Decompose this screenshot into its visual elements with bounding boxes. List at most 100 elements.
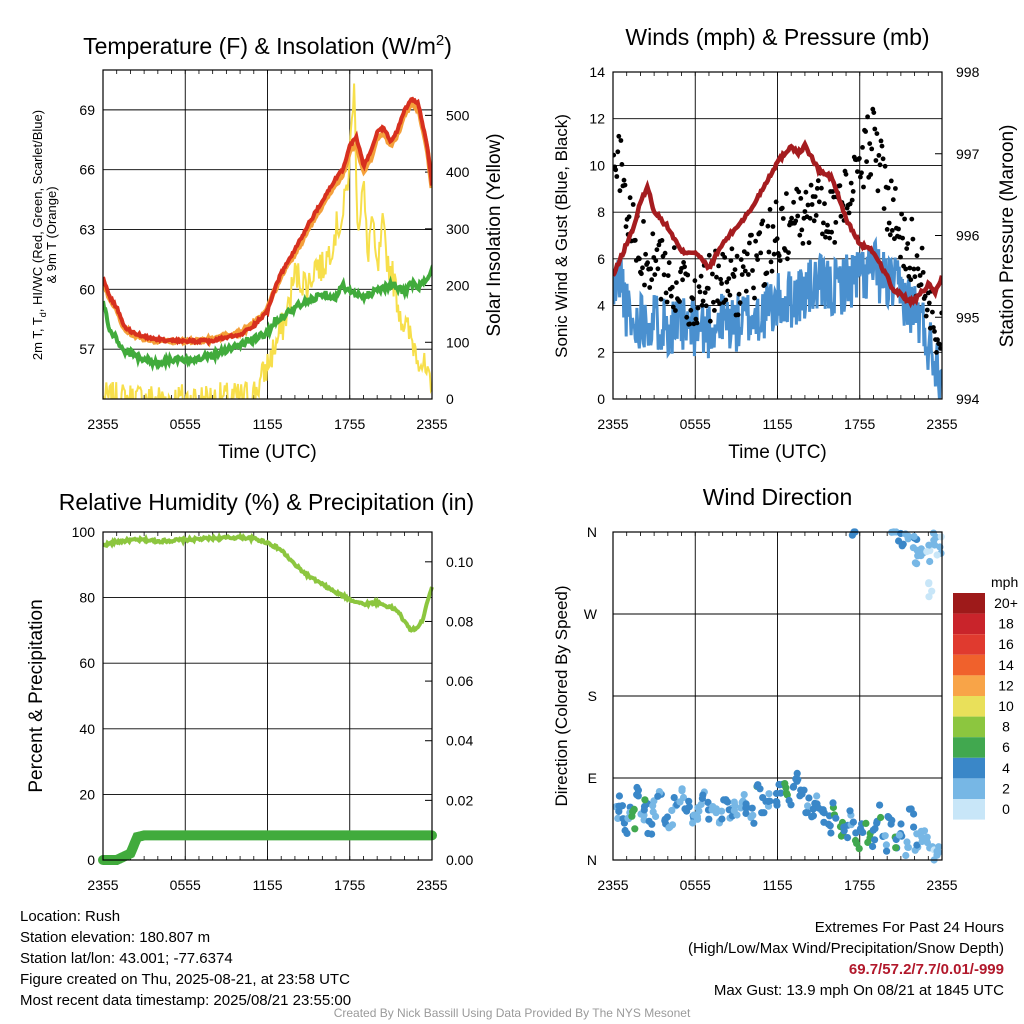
colorbar-box — [953, 799, 985, 820]
wind-line — [613, 236, 942, 399]
gust-point — [755, 257, 760, 262]
gust-point — [893, 186, 898, 191]
y-tick-label: 69 — [79, 102, 95, 118]
gust-point — [622, 182, 628, 188]
gust-point — [855, 169, 860, 175]
gust-point — [680, 277, 685, 283]
gust-point — [873, 158, 879, 163]
y-tick-label: 8 — [597, 204, 605, 220]
direction-point — [783, 791, 791, 799]
direction-point — [869, 826, 877, 834]
gust-point — [652, 272, 658, 277]
gust-point — [786, 250, 791, 256]
y-tick-label: 6 — [597, 251, 605, 267]
gust-point — [821, 220, 826, 226]
gust-point — [882, 163, 888, 169]
direction-point — [914, 552, 922, 560]
gust-point — [802, 209, 808, 214]
gust-point — [930, 309, 935, 315]
plot-frame — [102, 69, 433, 400]
direction-point — [641, 796, 649, 804]
right-tick-label: 0.04 — [446, 733, 473, 749]
gust-point — [860, 145, 865, 150]
colorbar: mph 20+ 18 16 14 12 10 8 6 4 2 0 — [953, 574, 1018, 820]
gust-point — [706, 252, 712, 258]
y-tick-label: W — [584, 606, 598, 622]
x-tick-label: 2355 — [926, 416, 957, 432]
gust-point — [616, 133, 622, 139]
series-group — [612, 528, 945, 864]
gust-point — [908, 277, 914, 283]
recent-text: Most recent data timestamp: 2025/08/21 2… — [20, 992, 352, 1009]
right-tick-label: 400 — [446, 164, 470, 180]
gust-point — [757, 230, 763, 236]
gust-point — [690, 296, 696, 302]
created-text: Figure created on Thu, 2025-08-21, at 23… — [20, 971, 350, 988]
gust-point — [697, 289, 703, 295]
direction-point — [666, 823, 674, 831]
gust-point — [647, 285, 653, 290]
gust-point — [698, 273, 704, 279]
series-group — [613, 106, 942, 399]
gust-point — [776, 253, 782, 259]
direction-point — [758, 809, 766, 817]
gust-point — [659, 238, 665, 243]
direction-point — [840, 827, 848, 835]
colorbar-title: mph — [991, 574, 1018, 590]
direction-point — [881, 832, 889, 840]
direction-point — [820, 809, 828, 817]
gust-point — [799, 227, 805, 233]
direction-point — [740, 791, 748, 799]
x-tick-label: 1755 — [844, 416, 875, 432]
direction-point — [648, 830, 656, 838]
gust-point — [796, 189, 802, 195]
gust-point — [917, 273, 923, 278]
humidity-line — [102, 532, 434, 633]
right-tick-label: 300 — [446, 221, 470, 237]
direction-point — [802, 809, 810, 817]
gust-point — [904, 246, 910, 252]
direction-point — [670, 794, 678, 802]
direction-point — [882, 841, 891, 849]
x-tick-label: 1155 — [762, 416, 792, 432]
gust-point — [753, 238, 758, 244]
right-tick-label: 0.00 — [446, 852, 473, 868]
direction-point — [895, 831, 904, 839]
gust-point — [868, 172, 874, 177]
gust-point — [655, 266, 661, 272]
direction-point — [697, 800, 705, 809]
y-tick-label: 0 — [87, 852, 95, 868]
direction-point — [645, 817, 653, 825]
direction-point — [910, 823, 918, 831]
gust-point — [752, 295, 757, 301]
gust-point — [914, 253, 920, 259]
gust-point — [668, 293, 674, 299]
y-tick-label: 40 — [79, 721, 95, 737]
temp2m-line — [103, 96, 432, 347]
gust-point — [656, 242, 662, 248]
plot-frame — [612, 531, 943, 861]
direction-point — [849, 818, 858, 826]
gust-point — [699, 302, 705, 308]
direction-point — [621, 826, 629, 835]
y-axis-label-left-2: & 9m T (Orange) — [44, 186, 59, 283]
gust-point — [637, 256, 642, 262]
direction-point — [750, 819, 758, 827]
x-tick-label: 2355 — [416, 416, 447, 432]
gust-point — [769, 268, 775, 274]
gust-point — [931, 325, 936, 330]
direction-point — [796, 792, 804, 800]
direction-point — [693, 813, 702, 821]
gust-point — [877, 162, 883, 168]
gust-point — [811, 218, 817, 224]
y-axis-label-left: Sonic Wind & Gust (Blue, Black) — [552, 114, 571, 358]
gust-point — [798, 196, 804, 201]
gust-point — [881, 206, 887, 212]
gust-point — [645, 260, 650, 266]
gust-point — [707, 318, 713, 324]
gust-point — [825, 222, 830, 228]
gust-point — [898, 254, 903, 260]
gust-point — [909, 216, 915, 222]
gust-point — [762, 282, 768, 287]
direction-point — [920, 827, 929, 835]
